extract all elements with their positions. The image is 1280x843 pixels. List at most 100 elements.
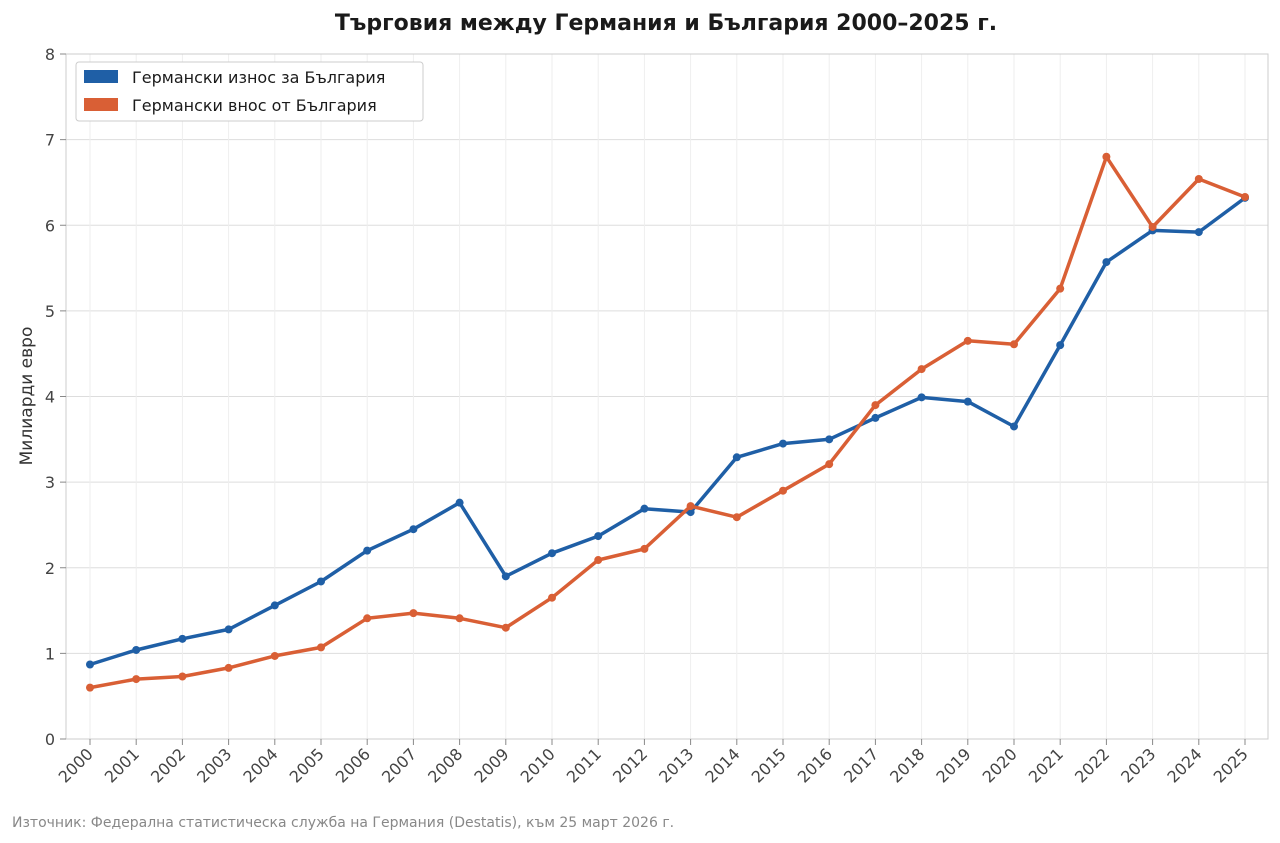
data-point-series-0: [501, 572, 510, 581]
x-tick-label: 2025: [1210, 744, 1252, 786]
x-tick-label: 2009: [470, 744, 512, 786]
data-point-series-1: [640, 544, 649, 553]
x-tick-label: 2011: [563, 744, 605, 786]
y-tick-label: 3: [45, 473, 55, 492]
data-point-series-0: [1102, 258, 1111, 267]
data-point-series-1: [594, 556, 603, 565]
data-point-series-0: [1056, 341, 1065, 350]
y-tick-label: 6: [45, 216, 55, 235]
data-point-series-0: [317, 577, 325, 586]
legend-swatch-exports: [84, 70, 118, 83]
y-tick-label: 7: [45, 131, 55, 150]
legend: Германски износ за България Германски вн…: [75, 61, 424, 122]
data-point-series-1: [409, 609, 418, 618]
x-tick-label: 2013: [655, 744, 697, 786]
legend-frame: [75, 61, 424, 122]
data-point-series-0: [732, 453, 741, 462]
data-point-series-0: [594, 532, 603, 541]
data-point-series-1: [317, 643, 325, 652]
data-point-series-1: [871, 401, 880, 410]
series-layer: [86, 152, 1249, 692]
data-point-series-1: [501, 623, 510, 632]
data-point-series-0: [825, 435, 834, 444]
data-point-series-0: [363, 546, 372, 555]
x-axis-ticks: 2000 2001 2002 2003 2004 2005 2006 2007 2008 2009…: [55, 739, 1252, 787]
data-point-series-0: [455, 498, 464, 507]
x-tick-label: 2003: [193, 744, 235, 786]
data-point-series-0: [86, 660, 94, 669]
x-tick-label: 2024: [1163, 744, 1205, 786]
x-tick-label: 2018: [886, 744, 928, 786]
data-point-series-1: [1241, 192, 1249, 201]
x-tick-label: 2004: [239, 744, 281, 786]
x-tick-label: 2015: [748, 744, 790, 786]
data-point-series-0: [1194, 228, 1203, 237]
series-line-1: [88, 155, 1247, 690]
legend-label-imports: Германски внос от България: [132, 96, 377, 115]
x-tick-label: 2005: [286, 744, 328, 786]
y-axis-ticks: 0 1 2 3 4 5 6 7 8: [45, 45, 66, 749]
x-tick-label: 2010: [517, 744, 559, 786]
legend-label-exports: Германски износ за България: [132, 68, 385, 87]
data-point-series-0: [132, 645, 141, 654]
data-point-series-1: [270, 651, 279, 660]
x-tick-label: 2023: [1117, 744, 1159, 786]
data-point-series-0: [178, 634, 187, 643]
y-tick-label: 1: [45, 644, 55, 663]
data-point-series-1: [455, 614, 464, 623]
x-tick-label: 2020: [979, 744, 1021, 786]
x-tick-label: 2017: [840, 744, 882, 786]
data-point-series-1: [363, 614, 372, 623]
series-line-0: [88, 196, 1247, 667]
x-tick-label: 2007: [378, 744, 420, 786]
data-point-series-0: [640, 504, 649, 513]
x-tick-label: 2000: [55, 744, 97, 786]
data-point-series-1: [548, 593, 556, 602]
grid: [66, 53, 1268, 740]
data-point-series-1: [917, 365, 926, 374]
data-point-series-0: [1010, 422, 1018, 431]
data-point-series-1: [963, 336, 972, 345]
data-point-series-1: [132, 675, 141, 684]
data-point-series-1: [86, 683, 94, 692]
source-note: Източник: Федерална статистическа служба…: [12, 815, 675, 831]
data-point-series-1: [1010, 340, 1018, 349]
data-point-series-1: [1056, 284, 1065, 293]
data-point-series-1: [686, 502, 695, 511]
data-point-series-1: [1102, 152, 1111, 161]
data-point-series-1: [1148, 222, 1157, 231]
y-tick-label: 4: [45, 388, 55, 407]
data-point-series-0: [224, 625, 233, 634]
x-tick-label: 2021: [1025, 744, 1067, 786]
x-tick-label: 2006: [332, 744, 374, 786]
y-tick-label: 2: [45, 559, 55, 578]
data-point-series-0: [917, 393, 926, 402]
x-tick-label: 2014: [701, 744, 743, 786]
chart-title: Търговия между Германия и България 2000–…: [335, 11, 997, 36]
x-tick-label: 2012: [609, 744, 651, 786]
data-point-series-0: [270, 601, 279, 610]
x-tick-label: 2022: [1071, 744, 1113, 786]
x-tick-label: 2019: [932, 744, 974, 786]
data-point-series-1: [1194, 175, 1203, 184]
y-tick-label: 8: [45, 45, 55, 64]
x-tick-label: 2001: [101, 744, 143, 786]
data-point-series-0: [409, 525, 418, 534]
data-point-series-1: [224, 663, 233, 672]
legend-swatch-imports: [84, 98, 118, 111]
y-tick-label: 5: [45, 302, 55, 321]
y-axis-label: Милиарди евро: [17, 327, 37, 466]
data-point-series-1: [732, 513, 741, 522]
x-tick-label: 2008: [424, 744, 466, 786]
data-point-series-0: [871, 413, 880, 422]
data-point-series-1: [779, 486, 787, 495]
data-point-series-0: [779, 439, 787, 448]
data-point-series-0: [548, 549, 556, 558]
x-tick-label: 2016: [794, 744, 836, 786]
data-point-series-0: [963, 397, 972, 406]
data-point-series-1: [178, 672, 187, 681]
y-tick-label: 0: [45, 730, 55, 749]
data-point-series-1: [825, 460, 834, 469]
x-tick-label: 2002: [147, 744, 189, 786]
